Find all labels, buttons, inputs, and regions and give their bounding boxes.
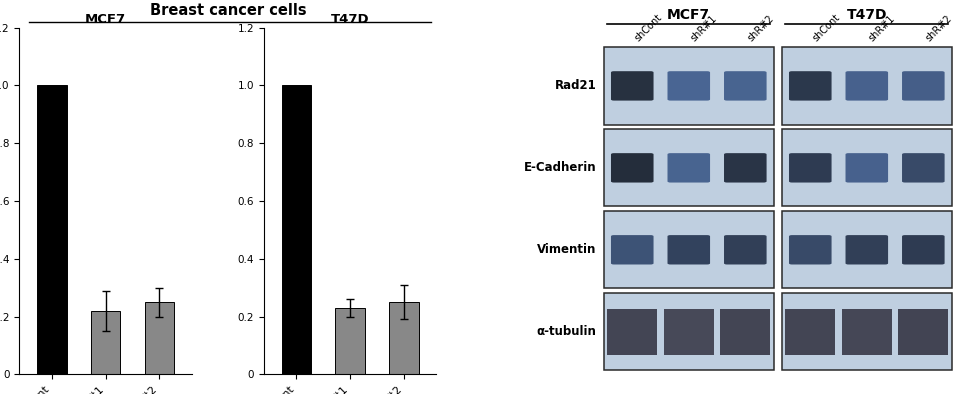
Text: shR#1: shR#1 bbox=[688, 13, 719, 43]
Text: Vimentin: Vimentin bbox=[537, 243, 596, 256]
Title: MCF7: MCF7 bbox=[85, 13, 126, 26]
Bar bbox=[282, 85, 311, 374]
Text: α-tubulin: α-tubulin bbox=[536, 325, 596, 338]
Text: shR#2: shR#2 bbox=[923, 13, 954, 43]
Text: T47D: T47D bbox=[847, 7, 887, 22]
Bar bbox=[389, 302, 419, 374]
Bar bbox=[145, 302, 174, 374]
Text: Breast cancer cells: Breast cancer cells bbox=[150, 3, 306, 18]
Text: shCont: shCont bbox=[632, 12, 663, 43]
Text: shR#2: shR#2 bbox=[746, 13, 776, 43]
Text: Rad21: Rad21 bbox=[554, 80, 596, 92]
Text: MCF7: MCF7 bbox=[667, 7, 711, 22]
Title: T47D: T47D bbox=[331, 13, 370, 26]
Bar bbox=[37, 85, 67, 374]
Text: shR#1: shR#1 bbox=[867, 13, 897, 43]
Text: E-Cadherin: E-Cadherin bbox=[523, 162, 596, 174]
Text: shCont: shCont bbox=[810, 12, 842, 43]
Bar bbox=[335, 308, 365, 374]
Bar bbox=[90, 311, 120, 374]
